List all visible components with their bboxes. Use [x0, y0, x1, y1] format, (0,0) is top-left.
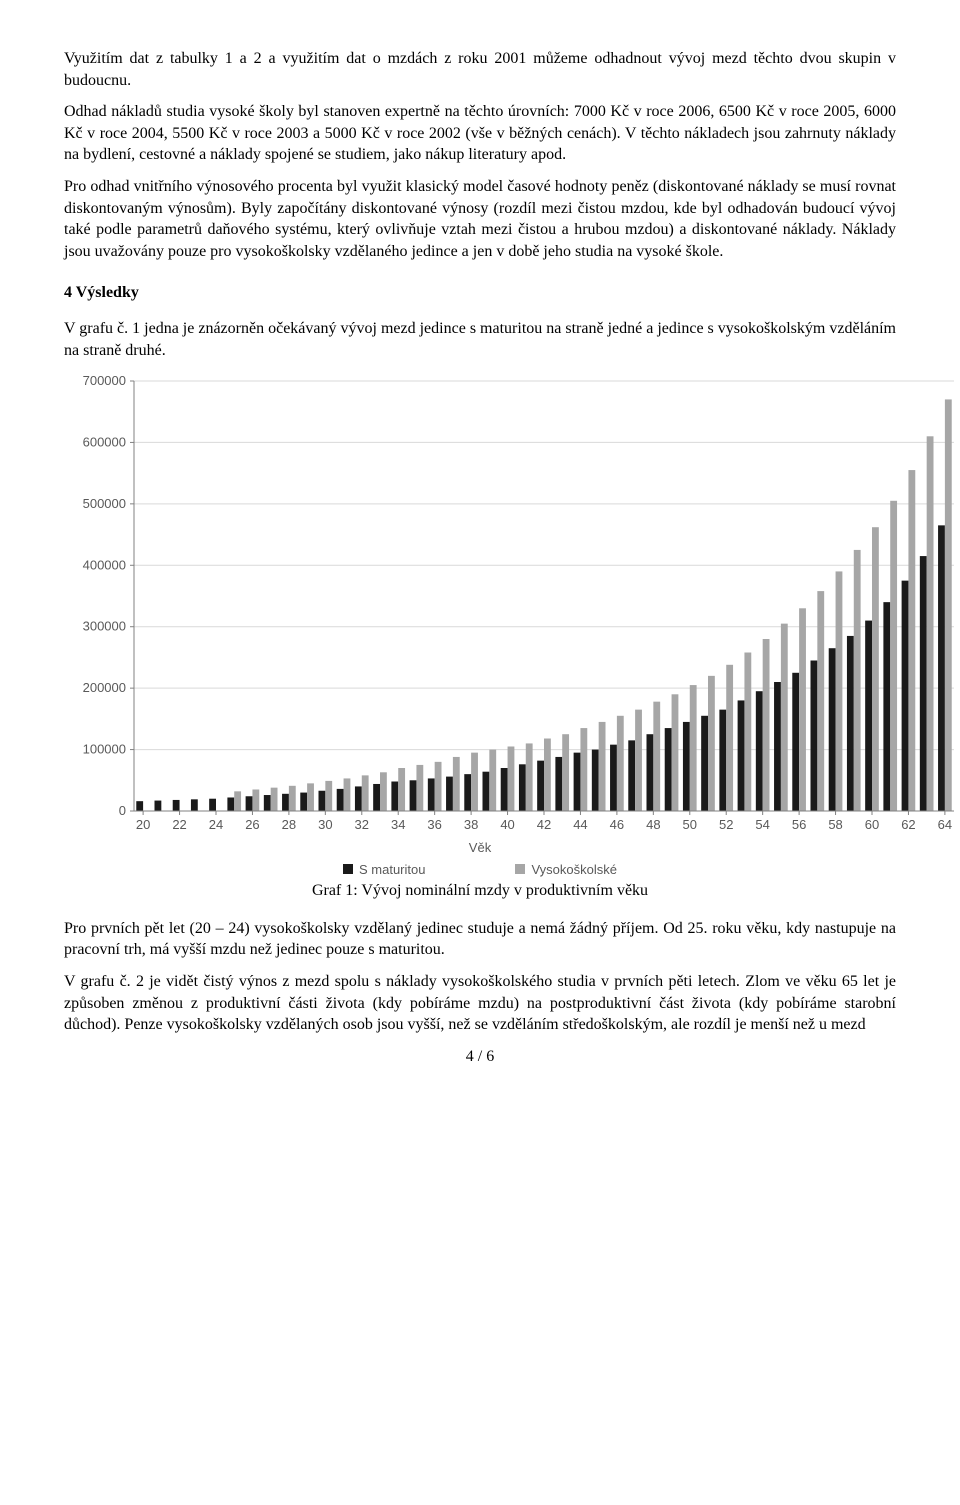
svg-text:42: 42 — [537, 817, 551, 832]
svg-text:24: 24 — [209, 817, 223, 832]
svg-text:400000: 400000 — [83, 557, 126, 572]
section-heading-results: 4 Výsledky — [64, 282, 896, 304]
svg-text:56: 56 — [792, 817, 806, 832]
legend-swatch — [515, 864, 525, 874]
svg-text:52: 52 — [719, 817, 733, 832]
svg-text:32: 32 — [355, 817, 369, 832]
svg-text:28: 28 — [282, 817, 296, 832]
chart-1-legend: S maturitou Vysokoškolské — [64, 861, 896, 879]
svg-text:500000: 500000 — [83, 496, 126, 511]
paragraph-2: Odhad nákladů studia vysoké školy byl st… — [64, 101, 896, 166]
svg-text:22: 22 — [172, 817, 186, 832]
svg-text:20: 20 — [136, 817, 150, 832]
page-number: 4 / 6 — [64, 1046, 896, 1068]
chart-1-caption: Graf 1: Vývoj nominální mzdy v produktiv… — [64, 880, 896, 902]
chart-1: 0 100000 200000 300000 400000 500000 600000 700… — [64, 371, 896, 837]
legend-label: Vysokoškolské — [531, 861, 617, 879]
svg-text:30: 30 — [318, 817, 332, 832]
legend-swatch — [343, 864, 353, 874]
svg-text:54: 54 — [755, 817, 769, 832]
paragraph-6: V grafu č. 2 je vidět čistý výnos z mezd… — [64, 971, 896, 1036]
paragraph-3: Pro odhad vnitřního výnosového procenta … — [64, 176, 896, 262]
svg-text:34: 34 — [391, 817, 405, 832]
chart-1-container: 0 100000 200000 300000 400000 500000 600000 700… — [64, 371, 896, 902]
svg-text:58: 58 — [828, 817, 842, 832]
svg-text:0: 0 — [119, 803, 126, 818]
legend-label: S maturitou — [359, 861, 425, 879]
legend-item: S maturitou — [343, 861, 425, 879]
svg-text:100000: 100000 — [83, 742, 126, 757]
paragraph-4: V grafu č. 1 jedna je znázorněn očekávan… — [64, 318, 896, 361]
svg-text:48: 48 — [646, 817, 660, 832]
svg-text:46: 46 — [610, 817, 624, 832]
paragraph-1: Využitím dat z tabulky 1 a 2 a využitím … — [64, 48, 896, 91]
svg-text:36: 36 — [427, 817, 441, 832]
svg-text:600000: 600000 — [83, 435, 126, 450]
paragraph-5: Pro prvních pět let (20 – 24) vysokoškol… — [64, 918, 896, 961]
svg-text:60: 60 — [865, 817, 879, 832]
svg-text:50: 50 — [683, 817, 697, 832]
chart-1-x-axis-title: Věk — [64, 839, 896, 857]
svg-text:40: 40 — [500, 817, 514, 832]
svg-text:38: 38 — [464, 817, 478, 832]
svg-text:44: 44 — [573, 817, 587, 832]
legend-item: Vysokoškolské — [515, 861, 617, 879]
svg-text:300000: 300000 — [83, 619, 126, 634]
svg-text:700000: 700000 — [83, 373, 126, 388]
svg-text:26: 26 — [245, 817, 259, 832]
svg-text:200000: 200000 — [83, 680, 126, 695]
svg-text:62: 62 — [901, 817, 915, 832]
svg-text:64: 64 — [938, 817, 952, 832]
